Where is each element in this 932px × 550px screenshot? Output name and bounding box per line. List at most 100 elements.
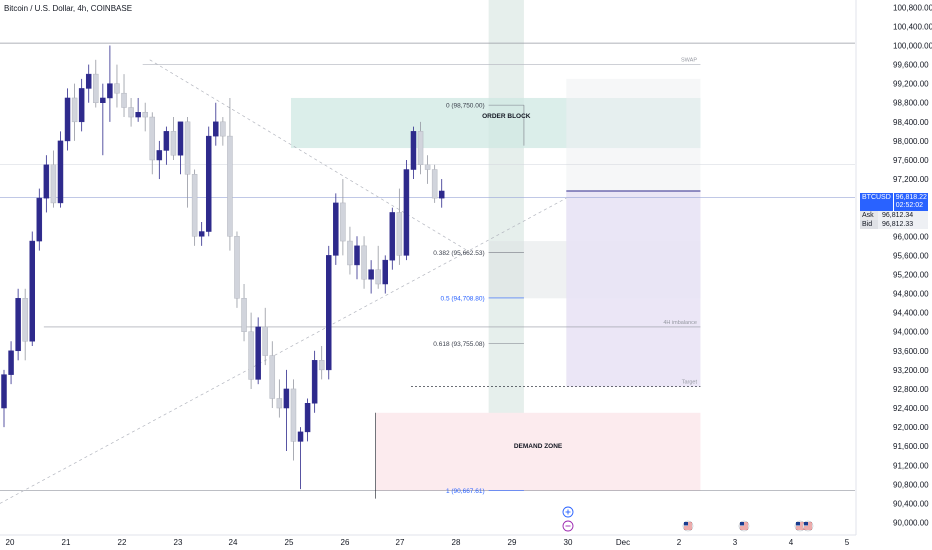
- event-icons: [562, 506, 814, 532]
- bid-label: Bid: [860, 220, 878, 229]
- candle: [121, 74, 127, 118]
- candle: [424, 155, 431, 184]
- candle: [403, 159, 410, 261]
- candle-body: [205, 135, 212, 232]
- price-tick-label: 94,400.00: [893, 309, 929, 318]
- candle: [205, 126, 212, 237]
- candle-body: [333, 202, 339, 256]
- time-tick-label: 3: [733, 538, 738, 547]
- add-event-icon[interactable]: [562, 520, 574, 532]
- price-tick-label: 91,600.00: [893, 442, 929, 451]
- candles-layer: [1, 45, 445, 490]
- flag-canton: [796, 522, 800, 526]
- price-tick-label: 99,200.00: [893, 80, 929, 89]
- price-tick-label: 99,600.00: [893, 61, 929, 70]
- time-tick-label: 30: [564, 538, 573, 547]
- price-tick-label: 100,000.00: [893, 42, 932, 51]
- candle-body: [163, 131, 170, 151]
- us-flag-icon[interactable]: [738, 520, 750, 532]
- time-tick-label: 2: [677, 538, 682, 547]
- candle-body: [227, 135, 233, 237]
- flag-canton: [684, 522, 688, 526]
- candle-body: [128, 107, 134, 118]
- time-tick-label: 26: [341, 538, 350, 547]
- candle: [85, 64, 92, 103]
- add-event-icon[interactable]: [562, 506, 574, 518]
- candle-body: [135, 112, 141, 118]
- candle-body: [417, 131, 424, 165]
- time-tick-label: 4: [789, 538, 794, 547]
- us-flag-icon[interactable]: [794, 520, 806, 532]
- trendline-up: [0, 197, 567, 504]
- us-flag-icon[interactable]: [802, 520, 814, 532]
- candle-body: [347, 240, 353, 266]
- price-tick-label: 93,600.00: [893, 347, 929, 356]
- candle: [50, 150, 57, 208]
- price-tick-label: 95,600.00: [893, 251, 929, 260]
- price-tick-label: 92,800.00: [893, 385, 929, 394]
- candle: [43, 155, 50, 213]
- candle: [389, 207, 396, 270]
- candle-body: [22, 298, 28, 342]
- time-tick-label: 24: [229, 538, 238, 547]
- candle: [170, 117, 177, 160]
- candle-body: [213, 121, 219, 137]
- fib-level-label: 0.618 (93,755.08): [433, 341, 484, 348]
- price-axis: 90,000.00 90,400.00 90,800.00 91,200.00 91,6…: [855, 0, 932, 535]
- candle: [311, 350, 318, 413]
- candle: [417, 121, 424, 175]
- candle-body: [340, 202, 346, 242]
- swap-label: SWAP: [681, 58, 697, 64]
- price-tick-label: 97,200.00: [893, 175, 929, 184]
- us-flag-icon[interactable]: [682, 520, 694, 532]
- candle-body: [177, 121, 184, 156]
- candle-body: [368, 269, 374, 280]
- candle-body: [142, 112, 148, 118]
- highlight-column: [488, 0, 524, 491]
- demand-zone-label: DEMAND ZONE: [514, 443, 563, 450]
- candle: [8, 341, 14, 385]
- candle: [297, 427, 304, 490]
- candle: [438, 179, 445, 208]
- candle-body: [57, 140, 64, 204]
- candle: [396, 188, 403, 265]
- zones-layer: [290, 0, 701, 491]
- candle: [318, 346, 325, 380]
- bar-countdown: 02:52:02: [895, 202, 924, 209]
- candle: [107, 45, 113, 122]
- time-tick-label: 21: [62, 538, 71, 547]
- price-tick-label: 90,000.00: [893, 519, 929, 528]
- time-axis: 20 21 22 23 24 25 26 27 28 29 30 Dec 2 3 4 5: [0, 534, 856, 547]
- candle-body: [107, 83, 113, 99]
- candle-body: [220, 121, 226, 137]
- candle: [354, 236, 360, 280]
- candle: [347, 226, 353, 275]
- price-tick-label: 96,000.00: [893, 232, 929, 241]
- candle-body: [170, 131, 177, 156]
- candle-body: [64, 97, 71, 142]
- candle-body: [375, 269, 381, 285]
- candle-body: [283, 388, 290, 409]
- candle-body: [241, 298, 247, 332]
- candle: [241, 284, 247, 342]
- bid-row: Bid 96,812.33: [860, 220, 928, 229]
- candle: [290, 379, 297, 461]
- candle-body: [276, 398, 283, 409]
- candle-body: [29, 240, 35, 342]
- candle: [156, 140, 163, 180]
- candle: [410, 126, 417, 180]
- candle: [114, 64, 120, 108]
- price-tick-label: 92,400.00: [893, 404, 929, 413]
- chart-title: Bitcoin / U.S. Dollar, 4h, COINBASE: [4, 4, 133, 13]
- candle: [64, 88, 71, 151]
- candle-body: [410, 131, 417, 170]
- candle-body: [255, 326, 261, 380]
- candle: [15, 288, 21, 361]
- candle: [142, 102, 148, 132]
- candle-body: [361, 245, 367, 280]
- price-tick-label: 91,200.00: [893, 461, 929, 470]
- last-price-tag: BTCUSD 96,818.22 02:52:02: [860, 193, 928, 211]
- price-tick-label: 100,800.00: [893, 3, 932, 12]
- candle-body: [114, 83, 120, 94]
